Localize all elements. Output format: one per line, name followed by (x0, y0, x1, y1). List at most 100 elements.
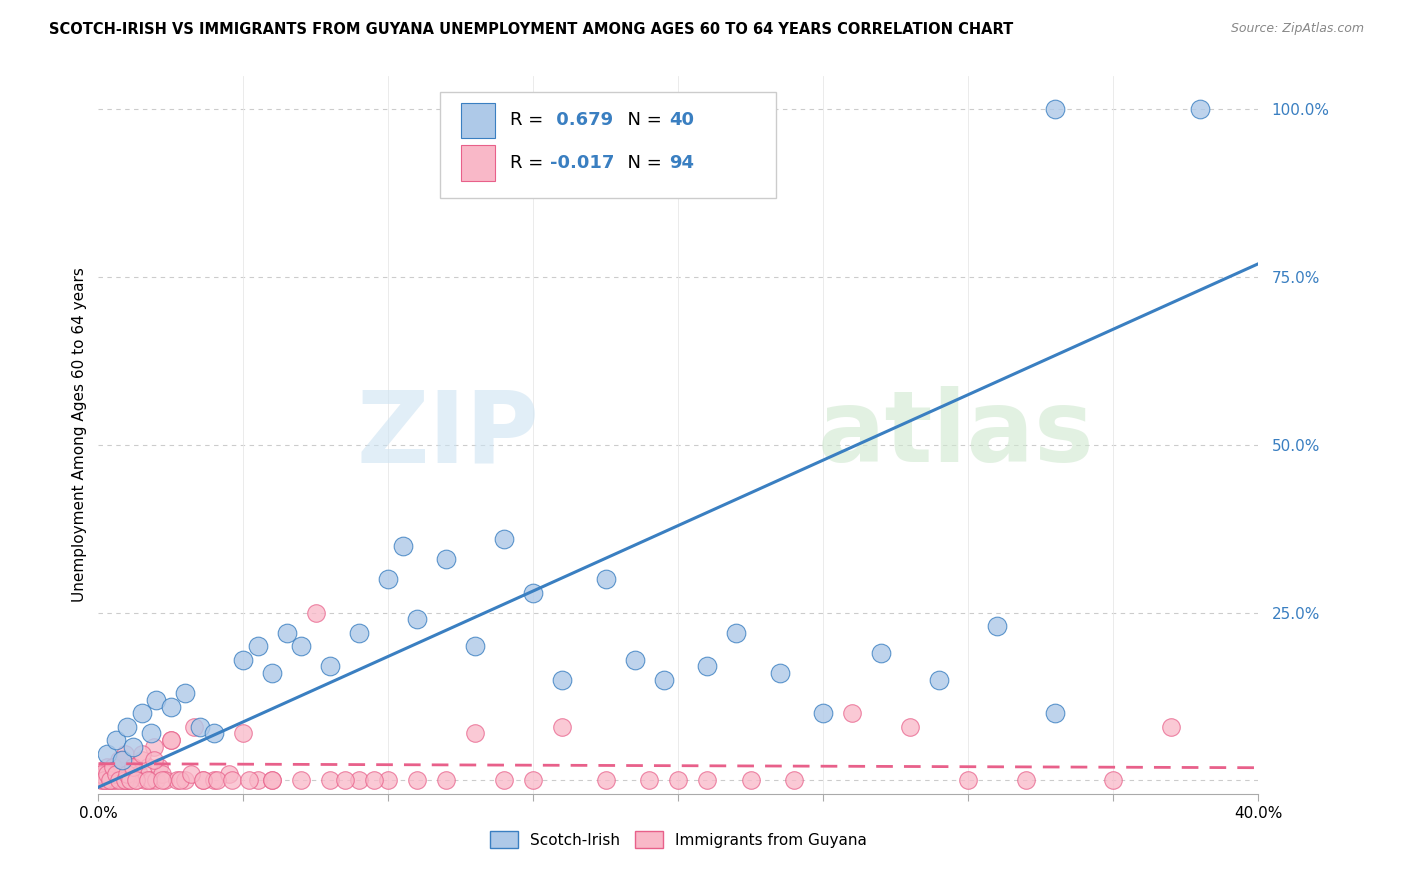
Point (238, 773, 260, 788)
Point (188, 720, 211, 734)
Point (122, 760, 145, 774)
Point (221, 773, 243, 788)
Point (666, 773, 689, 788)
Point (333, 773, 356, 788)
Point (101, 773, 124, 788)
Point (145, 773, 167, 788)
Point (96, 766, 118, 780)
Point (218, 766, 240, 780)
Point (349, 625, 371, 640)
Point (111, 753, 132, 767)
Point (392, 539, 415, 553)
Text: 0.679: 0.679 (550, 112, 613, 129)
Text: ZIP: ZIP (356, 386, 540, 483)
Point (111, 773, 132, 788)
Point (652, 673, 675, 687)
Point (122, 760, 145, 774)
Point (98, 766, 121, 780)
Point (841, 706, 863, 721)
Point (111, 760, 132, 774)
Point (98, 773, 121, 788)
Point (131, 753, 153, 767)
Point (783, 773, 806, 788)
Point (136, 760, 159, 774)
Point (139, 773, 162, 788)
Point (363, 773, 385, 788)
Point (125, 773, 148, 788)
Point (117, 766, 139, 780)
Point (406, 773, 429, 788)
Point (494, 532, 516, 546)
Point (377, 773, 399, 788)
Point (262, 773, 284, 788)
Point (740, 773, 762, 788)
Point (93, 773, 115, 788)
Point (93, 766, 115, 780)
Point (928, 673, 950, 687)
Point (166, 773, 188, 788)
Point (551, 673, 574, 687)
Point (107, 773, 129, 788)
Point (104, 733, 127, 747)
Point (114, 747, 136, 761)
Text: SCOTCH-IRISH VS IMMIGRANTS FROM GUYANA UNEMPLOYMENT AMONG AGES 60 TO 64 YEARS CO: SCOTCH-IRISH VS IMMIGRANTS FROM GUYANA U… (49, 22, 1014, 37)
Point (142, 739, 165, 754)
Text: Source: ZipAtlas.com: Source: ZipAtlas.com (1230, 22, 1364, 36)
Point (131, 747, 153, 761)
Point (246, 639, 269, 653)
Text: 40: 40 (669, 112, 695, 129)
Text: N =: N = (616, 112, 668, 129)
Point (139, 726, 162, 740)
Point (246, 773, 269, 788)
Point (464, 726, 486, 740)
Point (107, 753, 129, 767)
Point (204, 773, 226, 788)
Point (96, 773, 118, 788)
Point (117, 766, 139, 780)
Point (160, 733, 183, 747)
Point (870, 646, 893, 660)
Point (769, 666, 792, 681)
Text: atlas: atlas (818, 386, 1094, 483)
Point (191, 773, 214, 788)
Point (813, 706, 835, 721)
Point (1189, 103, 1212, 117)
Point (464, 639, 486, 653)
Point (232, 726, 254, 740)
Point (624, 653, 647, 667)
Point (145, 693, 167, 707)
Point (125, 773, 148, 788)
Point (114, 773, 136, 788)
Point (290, 773, 312, 788)
Point (160, 699, 183, 714)
Point (90, 766, 112, 780)
Point (406, 612, 429, 626)
Point (1045, 103, 1067, 117)
Y-axis label: Unemployment Among Ages 60 to 64 years: Unemployment Among Ages 60 to 64 years (72, 268, 87, 602)
Point (93, 773, 115, 788)
Point (436, 552, 458, 566)
Point (101, 760, 124, 774)
Point (319, 773, 342, 788)
Point (595, 773, 617, 788)
Point (522, 585, 544, 599)
Point (522, 773, 544, 788)
Point (104, 766, 127, 780)
Point (696, 773, 718, 788)
Point (104, 766, 127, 780)
Point (725, 625, 748, 640)
Point (101, 760, 124, 774)
Point (120, 773, 142, 788)
Point (150, 773, 173, 788)
Point (1015, 773, 1038, 788)
Point (191, 773, 214, 788)
Point (142, 753, 165, 767)
Point (986, 619, 1008, 633)
Point (232, 653, 254, 667)
Point (160, 733, 183, 747)
Point (128, 766, 150, 780)
Point (595, 572, 617, 586)
Point (183, 720, 205, 734)
Point (551, 720, 574, 734)
Point (134, 773, 156, 788)
